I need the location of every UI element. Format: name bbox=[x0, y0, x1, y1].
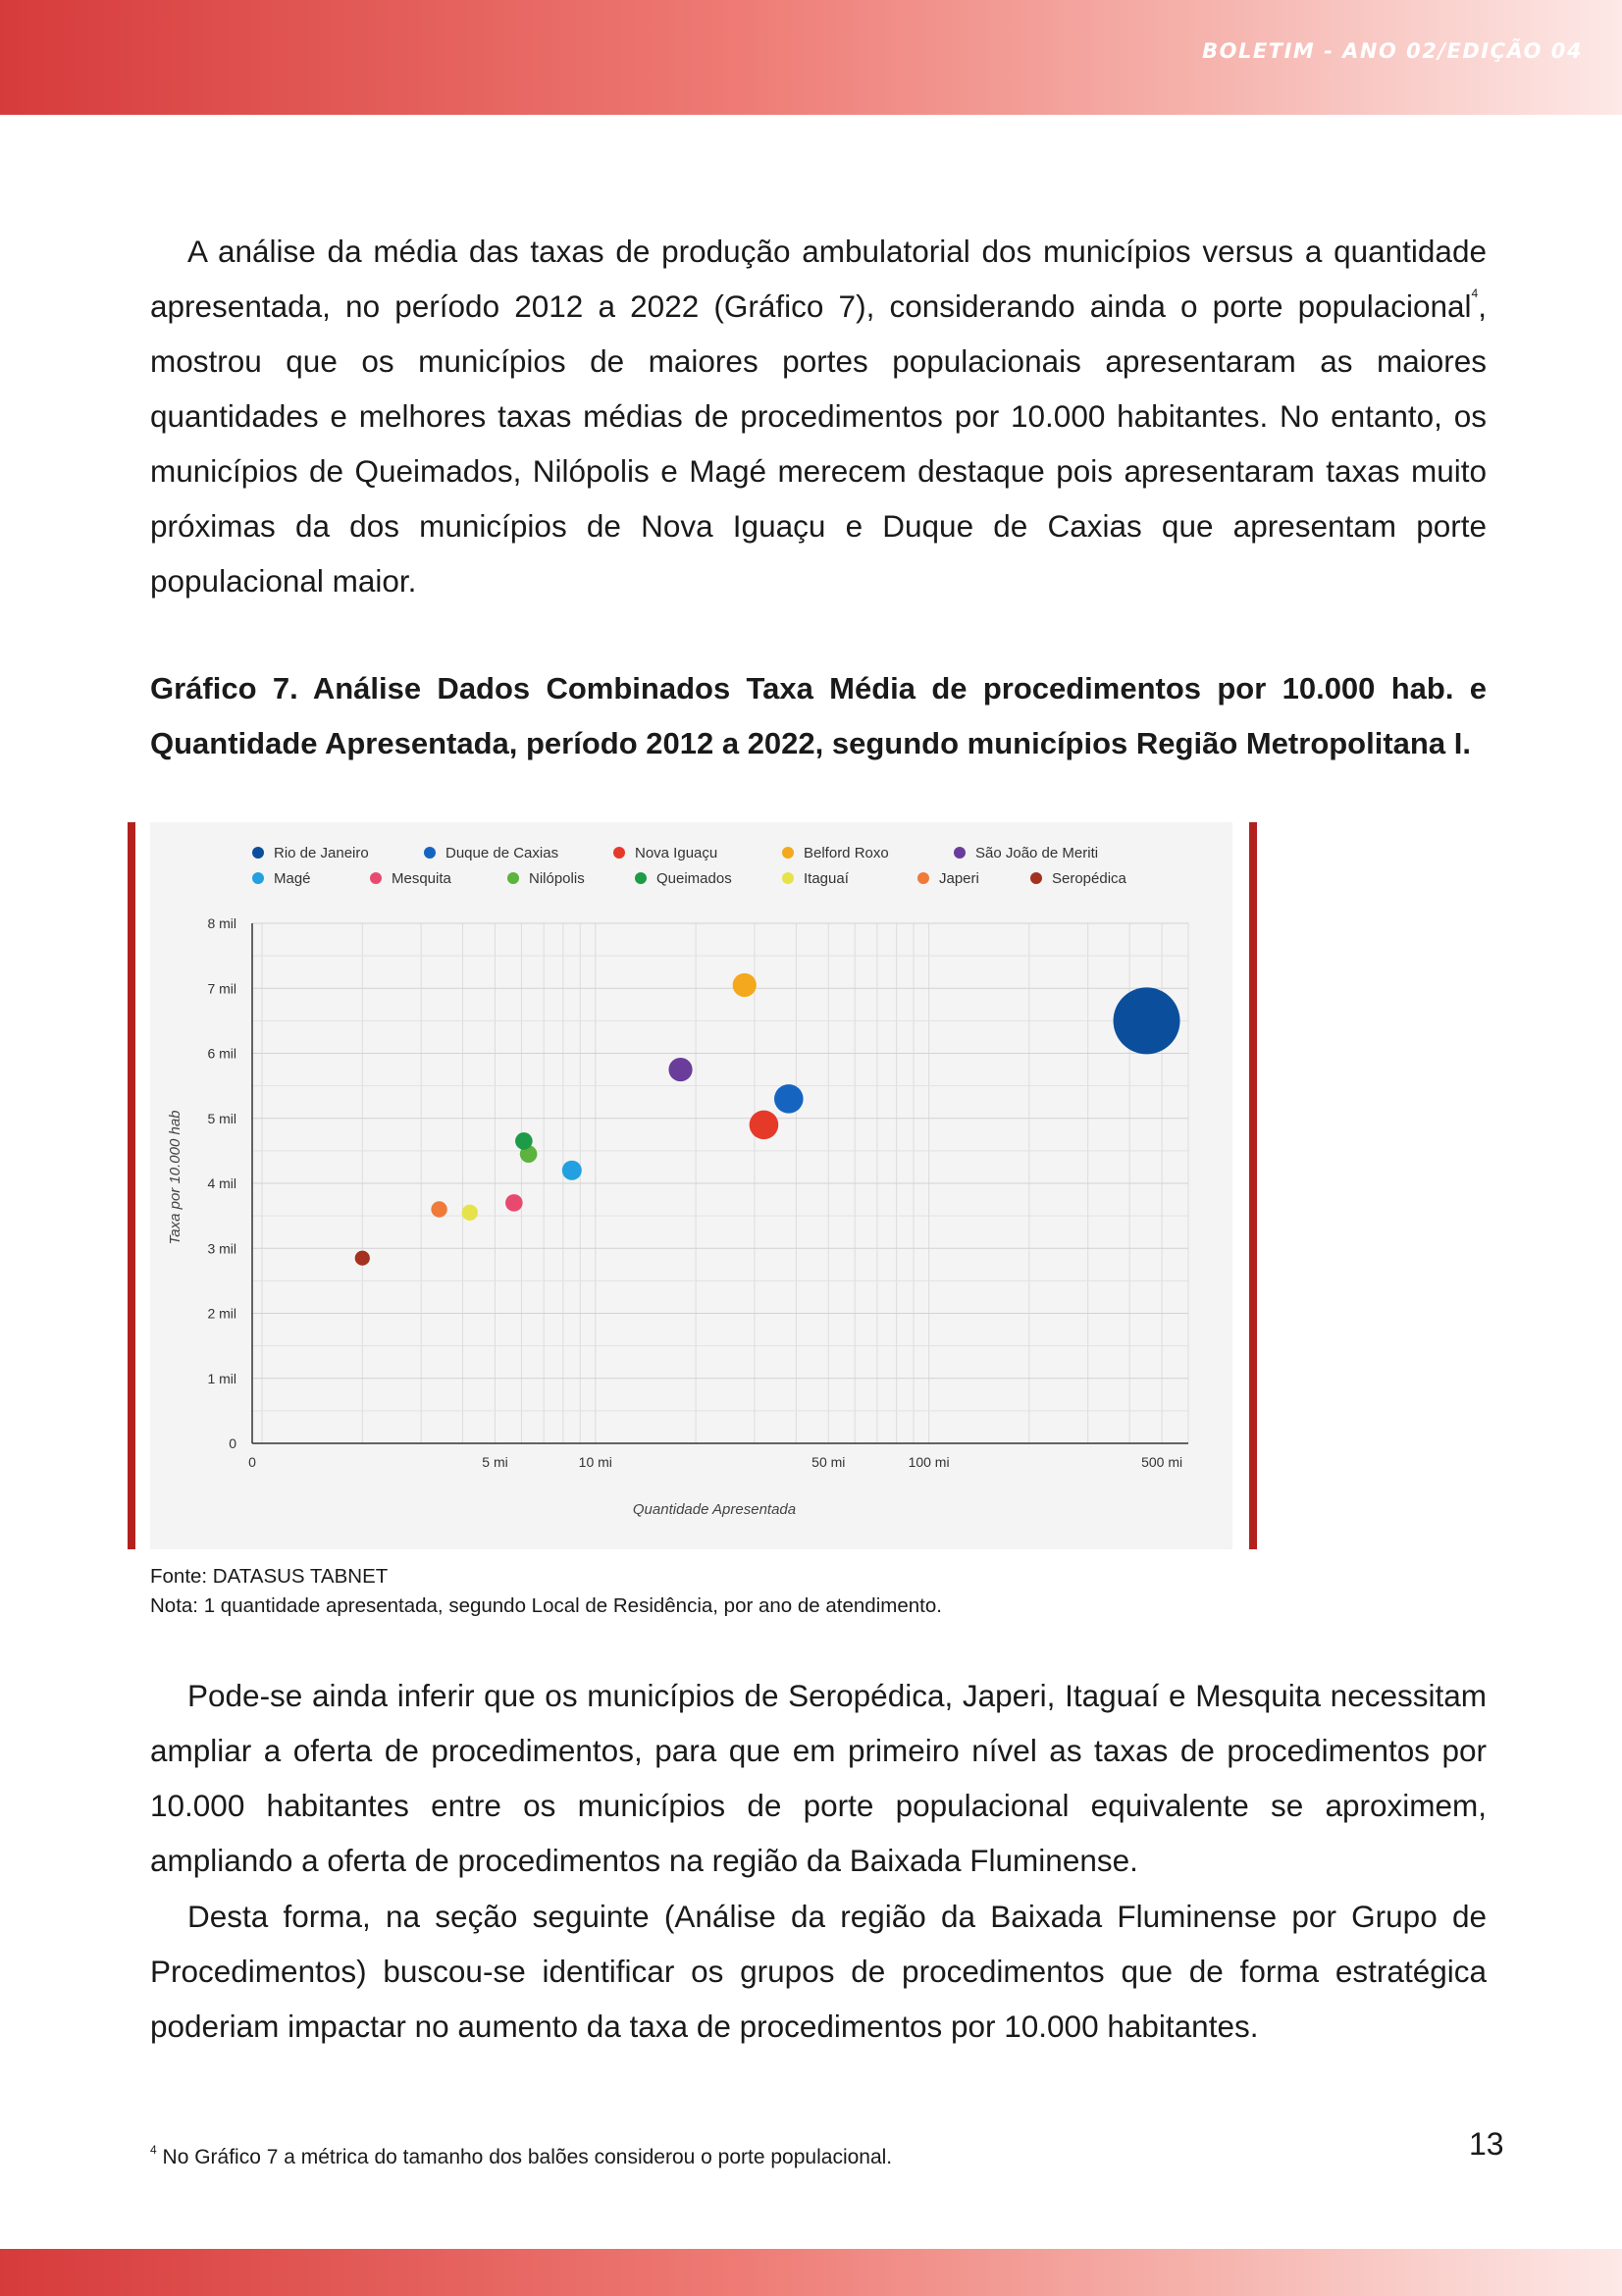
x-tick-label: 0 bbox=[248, 1454, 256, 1470]
chart-tick-labels: 0 1 mil 2 mil 3 mil 4 mil 5 mil 6 mil 7 mil 8 mi… bbox=[207, 915, 1182, 1470]
intro-paragraph: A análise da média das taxas de produção… bbox=[150, 224, 1487, 608]
legend-swatch bbox=[782, 847, 794, 859]
legend-label: Queimados bbox=[656, 870, 732, 887]
y-tick-label: 3 mil bbox=[207, 1240, 236, 1256]
data-point bbox=[461, 1204, 478, 1222]
data-point bbox=[505, 1194, 523, 1212]
data-point bbox=[431, 1201, 447, 1218]
x-tick-label: 50 mi bbox=[811, 1454, 845, 1470]
legend-label: Nova Iguaçu bbox=[635, 845, 717, 861]
legend-swatch bbox=[1030, 872, 1042, 884]
footnote-marker: 4 bbox=[150, 2143, 157, 2157]
chart-legend: Rio de Janeiro Duque de Caxias Nova Iguaçu… bbox=[252, 845, 1127, 887]
legend-label: Japeri bbox=[939, 870, 979, 887]
y-tick-label: 1 mil bbox=[207, 1371, 236, 1386]
y-axis-label: Taxa por 10.000 hab bbox=[167, 1110, 183, 1244]
y-tick-label: 6 mil bbox=[207, 1046, 236, 1062]
legend-swatch bbox=[507, 872, 519, 884]
paragraph-2-text: Pode-se ainda inferir que os municípios … bbox=[150, 1678, 1487, 1878]
intro-text-a: A análise da média das taxas de produção… bbox=[150, 234, 1487, 324]
data-point bbox=[749, 1110, 779, 1140]
x-tick-label: 10 mi bbox=[579, 1454, 612, 1470]
chart-points bbox=[354, 972, 1180, 1266]
legend-label: São João de Meriti bbox=[975, 845, 1098, 861]
legend-swatch bbox=[252, 872, 264, 884]
legend-label: Seropédica bbox=[1052, 870, 1127, 887]
x-tick-label: 100 mi bbox=[909, 1454, 950, 1470]
data-point bbox=[561, 1160, 582, 1180]
note-text: Nota: 1 quantidade apresentada, segundo … bbox=[150, 1594, 942, 1617]
chart-axes bbox=[251, 923, 1188, 1444]
data-point bbox=[519, 1145, 538, 1163]
source-text: Fonte: DATASUS TABNET bbox=[150, 1565, 389, 1588]
data-point bbox=[732, 972, 757, 998]
y-tick-label: 7 mil bbox=[207, 980, 236, 996]
chart-right-border bbox=[1249, 822, 1257, 1549]
chart-panel: 0 1 mil 2 mil 3 mil 4 mil 5 mil 6 mil 7 mil 8 mi… bbox=[128, 822, 1257, 1549]
footer-band bbox=[0, 2249, 1622, 2296]
y-tick-label: 2 mil bbox=[207, 1306, 236, 1322]
bubble-chart: 0 1 mil 2 mil 3 mil 4 mil 5 mil 6 mil 7 mil 8 mi… bbox=[150, 822, 1232, 1549]
data-point bbox=[515, 1132, 533, 1150]
legend-swatch bbox=[917, 872, 929, 884]
legend-swatch bbox=[782, 872, 794, 884]
footnote-ref: 4 bbox=[1471, 287, 1479, 300]
footnote-text: No Gráfico 7 a métrica do tamanho dos ba… bbox=[162, 2146, 893, 2168]
chart-background bbox=[150, 822, 1232, 1549]
footnote: 4 No Gráfico 7 a métrica do tamanho dos … bbox=[150, 2143, 892, 2169]
legend-label: Duque de Caxias bbox=[445, 845, 558, 861]
paragraph-3: Desta forma, na seção seguinte (Análise … bbox=[150, 1889, 1487, 2054]
legend-swatch bbox=[370, 872, 382, 884]
legend-swatch bbox=[954, 847, 966, 859]
data-point bbox=[774, 1084, 804, 1114]
legend-label: Mesquita bbox=[392, 870, 452, 887]
intro-text-b: , mostrou que os municípios de maiores p… bbox=[150, 288, 1487, 599]
legend-swatch bbox=[613, 847, 625, 859]
header-band: BOLETIM - ANO 02/EDIÇÃO 04 bbox=[0, 0, 1622, 115]
chart-caption: Gráfico 7. Análise Dados Combinados Taxa… bbox=[150, 671, 1487, 760]
y-tick-label: 8 mil bbox=[207, 915, 236, 931]
y-tick-label: 0 bbox=[229, 1435, 236, 1451]
legend-swatch bbox=[424, 847, 436, 859]
page-number: 13 bbox=[1469, 2126, 1504, 2162]
x-axis-label: Quantidade Apresentada bbox=[633, 1501, 796, 1518]
legend-label: Nilópolis bbox=[529, 870, 585, 887]
legend-swatch bbox=[635, 872, 647, 884]
legend-label: Magé bbox=[274, 870, 311, 887]
data-point bbox=[354, 1250, 370, 1266]
y-tick-label: 4 mil bbox=[207, 1175, 236, 1191]
x-tick-label: 5 mi bbox=[482, 1454, 507, 1470]
y-tick-label: 5 mil bbox=[207, 1111, 236, 1126]
chart-left-border bbox=[128, 822, 135, 1549]
edition-label: BOLETIM - ANO 02/EDIÇÃO 04 bbox=[1202, 39, 1583, 63]
legend-label: Rio de Janeiro bbox=[274, 845, 369, 861]
data-point bbox=[1113, 987, 1180, 1055]
paragraph-3-text: Desta forma, na seção seguinte (Análise … bbox=[150, 1899, 1487, 2044]
legend-swatch bbox=[252, 847, 264, 859]
x-tick-label: 500 mi bbox=[1141, 1454, 1182, 1470]
data-point bbox=[668, 1057, 693, 1082]
paragraph-2: Pode-se ainda inferir que os municípios … bbox=[150, 1668, 1487, 1888]
legend-label: Itaguaí bbox=[804, 870, 850, 887]
legend-label: Belford Roxo bbox=[804, 845, 889, 861]
